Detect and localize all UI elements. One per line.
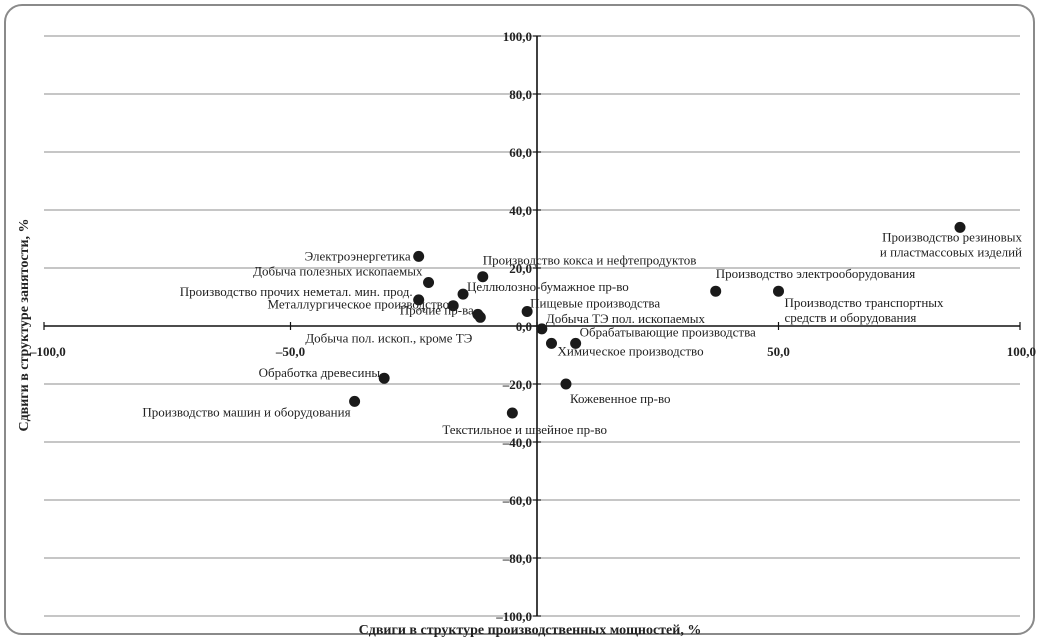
point-label: Обработка древесины bbox=[259, 365, 381, 380]
point-label: Производство электрооборудования bbox=[716, 266, 915, 281]
point-label: Добыча пол. ископ., кроме ТЭ bbox=[305, 330, 472, 345]
point-label: Производство транспортных средств и обору… bbox=[785, 295, 945, 325]
data-point bbox=[413, 250, 425, 262]
data-point bbox=[447, 300, 459, 312]
point-label: Производство прочих неметал. мин. прод. bbox=[180, 284, 413, 299]
data-point bbox=[413, 294, 425, 306]
point-label: Прочие пр-ва bbox=[400, 302, 474, 317]
y-axis-title: Сдвиги в структуре занятости, % bbox=[17, 218, 32, 431]
y-tick-label: 20,0 bbox=[509, 261, 532, 276]
x-tick-label: –100,0 bbox=[29, 344, 66, 359]
chart-frame bbox=[4, 4, 1035, 635]
data-point bbox=[560, 378, 572, 390]
data-point bbox=[349, 395, 361, 407]
x-tick-label: 100,0 bbox=[1007, 344, 1036, 359]
data-point bbox=[954, 221, 966, 233]
data-point bbox=[474, 311, 486, 323]
point-label: Производство резиновых и пластмассовых из… bbox=[880, 229, 1023, 259]
x-tick-label: 50,0 bbox=[767, 344, 790, 359]
data-point bbox=[570, 337, 582, 349]
data-point bbox=[545, 337, 557, 349]
point-label: Целлюлозно-бумажное пр-во bbox=[467, 279, 629, 294]
gridlines bbox=[44, 35, 1020, 617]
y-tick-label: –20,0 bbox=[502, 377, 532, 392]
point-label-line: Производство резиновых bbox=[882, 229, 1022, 244]
data-point bbox=[536, 323, 548, 335]
point-label: Кожевенное пр-во bbox=[570, 391, 671, 406]
y-tick-label: 0,0 bbox=[516, 319, 532, 334]
data-point bbox=[773, 285, 784, 297]
data-point bbox=[457, 288, 469, 300]
point-label-line: средств и оборудования bbox=[785, 310, 917, 325]
data-point bbox=[423, 277, 435, 288]
point-label: Электроэнергетика bbox=[305, 248, 411, 263]
point-label: Химическое производство bbox=[557, 343, 703, 358]
point-label-line: Производство транспортных bbox=[785, 295, 945, 310]
y-tick-label: –40,0 bbox=[502, 435, 532, 450]
y-tick-label: 80,0 bbox=[509, 87, 532, 102]
y-tick-label: –80,0 bbox=[502, 551, 532, 566]
point-label: Металлургическое производство bbox=[267, 297, 449, 312]
y-tick-label: 60,0 bbox=[509, 145, 532, 160]
x-axis-title: Сдвиги в структуре производственных мощн… bbox=[359, 623, 702, 638]
data-point bbox=[506, 407, 518, 419]
y-tick-label: 40,0 bbox=[509, 203, 532, 218]
y-tick-label: –100,0 bbox=[495, 609, 532, 624]
point-label: Пищевые производства bbox=[530, 296, 660, 311]
point-label: Обрабатывающие производства bbox=[580, 324, 756, 339]
data-point bbox=[378, 372, 390, 384]
point-label-line: и пластмассовых изделий bbox=[880, 244, 1022, 259]
point-label: Добыча ТЭ пол. ископаемых bbox=[546, 311, 706, 326]
point-label: Производство кокса и нефтепродуктов bbox=[483, 253, 697, 268]
data-points bbox=[349, 221, 966, 419]
point-label: Производство машин и оборудования bbox=[142, 404, 350, 419]
point-label: Текстильное и швейное пр-во bbox=[442, 422, 607, 437]
data-point bbox=[710, 285, 722, 297]
data-point bbox=[521, 306, 533, 317]
tick-labels: –100,0 –80,0 –60,0 –40,0 –20,0 0,0 20,0 40,0 60,… bbox=[29, 29, 1036, 624]
point-label: Добыча полезных ископаемых bbox=[253, 264, 423, 279]
y-tick-label: –60,0 bbox=[502, 493, 532, 508]
data-point bbox=[477, 271, 489, 283]
x-tick-label: –50,0 bbox=[275, 344, 305, 359]
y-tick-label: 100,0 bbox=[503, 29, 532, 44]
axes bbox=[43, 35, 1021, 617]
